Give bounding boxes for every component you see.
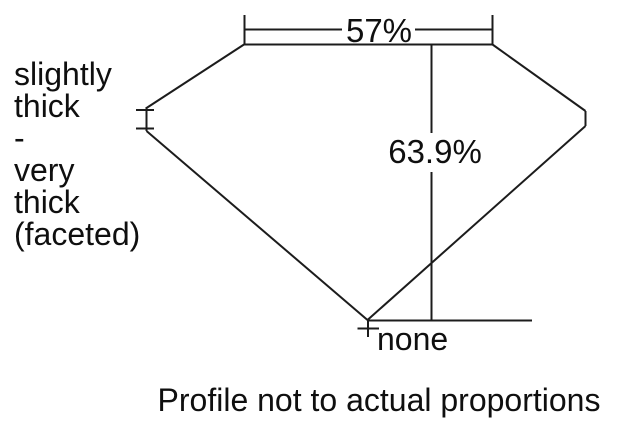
girdle-label-line: thick (14, 88, 80, 124)
girdle-label-line: very (14, 152, 75, 188)
table-percent-label: 57% (345, 12, 413, 49)
crown-edge-right (491, 43, 587, 112)
pavilion-edge-right (366, 125, 587, 321)
girdle-thickness-label: slightly thick - very thick (faceted) (14, 58, 140, 250)
crown-edge-left (145, 43, 245, 109)
girdle-label-line: slightly (14, 56, 112, 92)
girdle-label-line: (faceted) (14, 216, 141, 252)
culet-none-label: none (377, 321, 449, 357)
depth-percent-label: 63.9% (388, 133, 482, 170)
caption: Profile not to actual proportions (157, 382, 601, 418)
pavilion-edge-left (145, 130, 369, 321)
girdle-label-line: thick (14, 184, 80, 220)
girdle-label-line: - (14, 120, 25, 156)
